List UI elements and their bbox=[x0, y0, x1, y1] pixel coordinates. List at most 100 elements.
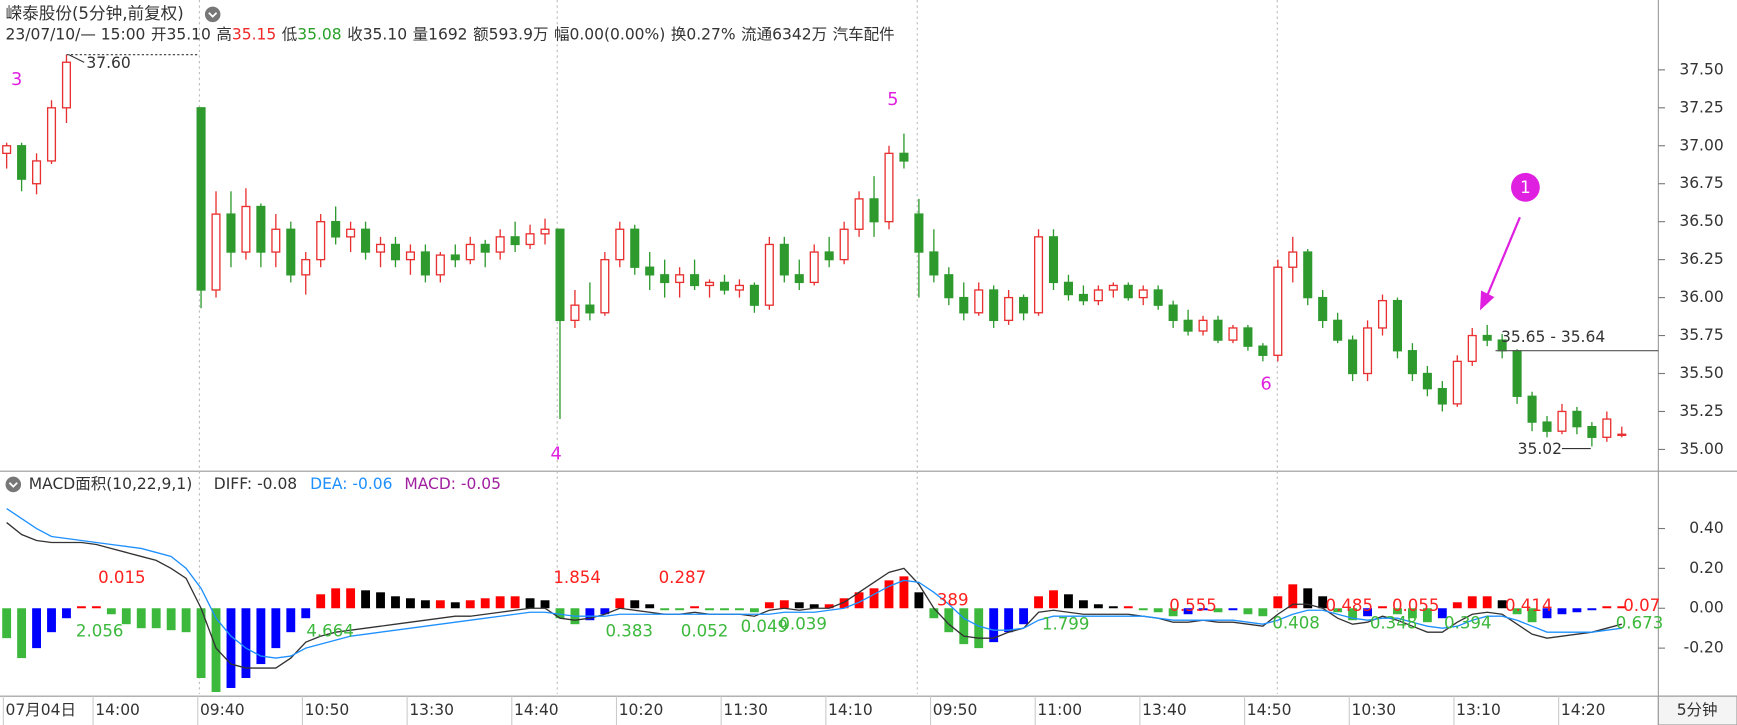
candle-body bbox=[1392, 299, 1403, 352]
macd-bar bbox=[1557, 608, 1567, 615]
area-label: 0.408 bbox=[1272, 614, 1320, 633]
candle-body bbox=[2, 145, 12, 155]
macd-bar bbox=[376, 592, 385, 609]
candle-body bbox=[346, 228, 356, 238]
marker-arrowhead bbox=[1479, 290, 1495, 311]
candle-body bbox=[1198, 319, 1208, 332]
macd-bar bbox=[1587, 608, 1597, 611]
x-tick-label: 10:50 bbox=[305, 701, 350, 719]
x-tick-label: 14:50 bbox=[1247, 701, 1292, 719]
candle-body bbox=[361, 228, 371, 253]
candle-body bbox=[226, 213, 236, 253]
macd-bar bbox=[1467, 596, 1477, 609]
candle-body bbox=[1422, 372, 1432, 390]
area-label: 0.052 bbox=[681, 621, 729, 640]
macd-bar bbox=[854, 592, 864, 609]
y-tick-label: 35.25 bbox=[1679, 402, 1723, 420]
x-tick-label: 14:20 bbox=[1561, 701, 1606, 719]
macd-bar bbox=[91, 606, 101, 609]
x-tick-label: 07月04日 bbox=[6, 701, 76, 719]
y-tick-label: 0.20 bbox=[1689, 559, 1724, 577]
macd-bar bbox=[555, 608, 565, 619]
candle-body bbox=[465, 243, 475, 261]
macd-bar bbox=[1198, 608, 1208, 611]
info-label: 额 bbox=[473, 25, 489, 43]
macd-bar bbox=[839, 598, 849, 609]
macd-bar bbox=[1542, 608, 1552, 619]
macd-bar bbox=[196, 608, 206, 679]
period-box[interactable] bbox=[1657, 695, 1737, 725]
candle-body bbox=[1333, 319, 1343, 341]
macd-bar bbox=[794, 602, 804, 609]
candle-body bbox=[1527, 395, 1537, 423]
macd-bar bbox=[480, 598, 490, 609]
x-tick-label: 14:40 bbox=[514, 701, 559, 719]
macd-bar bbox=[1093, 604, 1103, 609]
indicator-dropdown-icon[interactable] bbox=[5, 476, 22, 493]
candle-body bbox=[839, 228, 849, 261]
area-label: 0.039 bbox=[779, 615, 827, 634]
candle-body bbox=[899, 152, 909, 162]
area-label: 1.799 bbox=[1042, 615, 1090, 634]
candle-body bbox=[1019, 296, 1029, 314]
macd-bar bbox=[1049, 590, 1058, 609]
stock-title: 嵘泰股份(5分钟,前复权) bbox=[6, 4, 184, 23]
macd-bar bbox=[1527, 608, 1537, 623]
area-label: 389 bbox=[937, 590, 969, 609]
info-value: 0.00(0.00%) bbox=[570, 25, 666, 43]
candle-body bbox=[1467, 334, 1477, 363]
candle-body bbox=[884, 152, 894, 223]
high-pointer bbox=[68, 54, 85, 63]
info-value: 35.10 bbox=[363, 25, 407, 43]
x-tick-label: 13:40 bbox=[1142, 701, 1187, 719]
macd-bar bbox=[705, 608, 714, 611]
period-label[interactable]: 5分钟 bbox=[1677, 701, 1718, 719]
macd-bar bbox=[1243, 608, 1253, 615]
info-label: 低 bbox=[282, 25, 298, 43]
candle-body bbox=[1093, 289, 1103, 302]
indicator-line bbox=[6, 508, 1622, 659]
candle-body bbox=[675, 274, 685, 284]
macd-bar bbox=[1288, 584, 1298, 609]
x-tick-label: 11:00 bbox=[1037, 701, 1082, 719]
y-tick-label: 37.00 bbox=[1679, 136, 1723, 154]
info-value: 593.9万 bbox=[489, 25, 549, 43]
candle-body bbox=[1183, 319, 1193, 332]
macd-bar bbox=[869, 588, 879, 609]
legend-entry: MACD: -0.05 bbox=[404, 475, 501, 493]
day-separators bbox=[198, 0, 1278, 694]
legend-entry: DIFF: -0.08 bbox=[214, 475, 297, 493]
candle-body bbox=[704, 281, 715, 287]
candle-body bbox=[1572, 410, 1582, 428]
candle-body bbox=[1243, 327, 1253, 347]
macd-bar bbox=[151, 608, 161, 629]
y-tick-label: 36.25 bbox=[1679, 250, 1723, 268]
candle-body bbox=[1288, 251, 1298, 268]
info-line: 23/07/10/— 15:00 开35.10 高35.15 低35.08 收35.10… bbox=[6, 25, 895, 43]
area-label: 0.287 bbox=[659, 568, 707, 587]
title-dropdown-icon[interactable] bbox=[204, 6, 221, 23]
macd-bar bbox=[1572, 608, 1582, 613]
candle-body bbox=[914, 213, 924, 253]
candle-body bbox=[1228, 327, 1238, 341]
info-value: 1692 bbox=[428, 25, 467, 43]
candle-body bbox=[17, 145, 27, 180]
candle-body bbox=[764, 243, 774, 306]
macd-bar bbox=[301, 608, 311, 619]
y-tick-label: 37.25 bbox=[1679, 98, 1723, 116]
macd-bar bbox=[944, 608, 954, 633]
candle-body bbox=[1377, 299, 1388, 329]
macd-bar bbox=[1123, 606, 1133, 609]
candle-body bbox=[1138, 289, 1148, 299]
macd-bar bbox=[600, 608, 610, 615]
macd-bar bbox=[1108, 606, 1118, 609]
area-label: 0.394 bbox=[1444, 614, 1492, 633]
y-tick-label: 35.00 bbox=[1679, 440, 1723, 458]
x-tick-label: 10:30 bbox=[1351, 701, 1396, 719]
candle-body bbox=[1213, 319, 1223, 341]
candle-body bbox=[1542, 421, 1552, 432]
info-label: 换 bbox=[671, 25, 687, 43]
y-tick-label: 36.00 bbox=[1679, 288, 1723, 306]
candle-body bbox=[1048, 236, 1059, 284]
